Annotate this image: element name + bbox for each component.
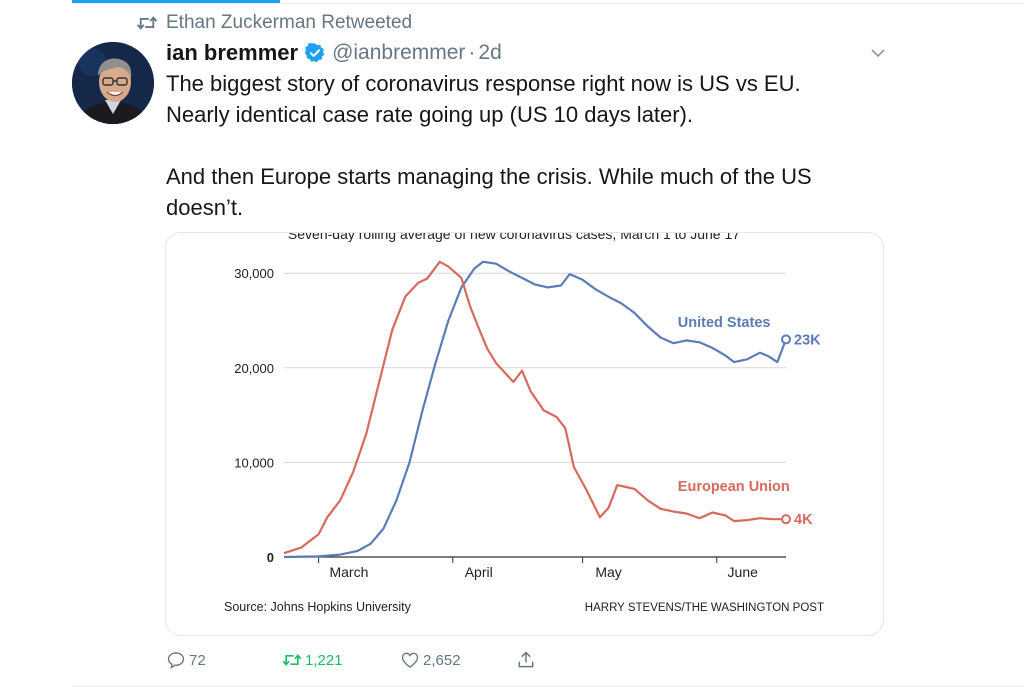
us-series-line (283, 260, 788, 559)
tweet-text-line: doesn’t. (166, 195, 244, 220)
eu-series-line (283, 260, 786, 555)
action-bar: 72 1,221 2,652 (166, 646, 886, 676)
avatar[interactable] (72, 42, 154, 124)
chart-source: Source: Johns Hopkins University (224, 600, 412, 614)
tab-indicator (72, 0, 280, 3)
tweet-text: The biggest story of coronavirus respons… (166, 68, 886, 223)
media-card[interactable]: Seven-day rolling average of new coronav… (165, 232, 884, 636)
reply-icon (167, 652, 185, 669)
x-tick-label: April (465, 564, 493, 580)
avatar-photo (72, 42, 154, 124)
y-tick-label: 0 (267, 550, 274, 565)
tweet-header: ian bremmer @ianbremmer · 2d (166, 38, 502, 68)
retweet-button[interactable]: 1,221 (282, 650, 343, 670)
retweet-context-label: Ethan Zuckerman Retweeted (166, 12, 413, 33)
y-tick-label: 30,000 (234, 266, 274, 281)
us-end-label: 23K (794, 332, 821, 348)
share-icon (518, 651, 534, 668)
heart-icon (401, 652, 419, 668)
eu-end-point (781, 514, 791, 525)
eu-series-label: European Union (678, 479, 790, 495)
tweet-text-line: Nearly identical case rate going up (US … (166, 102, 694, 127)
chevron-down-icon[interactable] (868, 43, 888, 63)
retweet-count: 1,221 (305, 651, 343, 669)
y-tick-label: 20,000 (234, 361, 274, 376)
tweet-text-line: And then Europe starts managing the cris… (166, 164, 812, 189)
separator-dot: · (468, 41, 476, 64)
reply-button[interactable]: 72 (166, 650, 206, 670)
eu-end-label: 4K (794, 512, 813, 528)
chart-title: Seven-day rolling average of new coronav… (288, 233, 740, 242)
reply-count: 72 (189, 651, 206, 669)
chart-credit: HARRY STEVENS/THE WASHINGTON POST (585, 602, 824, 614)
like-count: 2,652 (423, 651, 461, 669)
retweet-icon (282, 654, 302, 666)
x-tick-label: June (728, 564, 759, 580)
y-tick-label: 10,000 (234, 455, 274, 470)
share-button[interactable] (516, 650, 539, 670)
tweet-text-line: The biggest story of coronavirus respons… (166, 71, 801, 96)
divider (72, 3, 1024, 4)
like-button[interactable]: 2,652 (400, 650, 461, 670)
cases-line-chart: Seven-day rolling average of new coronav… (224, 233, 824, 614)
x-tick-label: May (595, 564, 621, 580)
verified-badge-icon (304, 43, 325, 63)
divider (72, 686, 1024, 687)
us-end-point (781, 334, 791, 345)
x-tick-label: March (329, 564, 368, 580)
retweet-context[interactable]: Ethan Zuckerman Retweeted (136, 11, 412, 35)
author-name[interactable]: ian bremmer (166, 40, 299, 65)
retweet-icon (136, 16, 158, 30)
us-series-label: United States (678, 315, 771, 331)
tweet-timestamp[interactable]: 2d (478, 41, 502, 64)
author-handle[interactable]: @ianbremmer (332, 41, 466, 64)
